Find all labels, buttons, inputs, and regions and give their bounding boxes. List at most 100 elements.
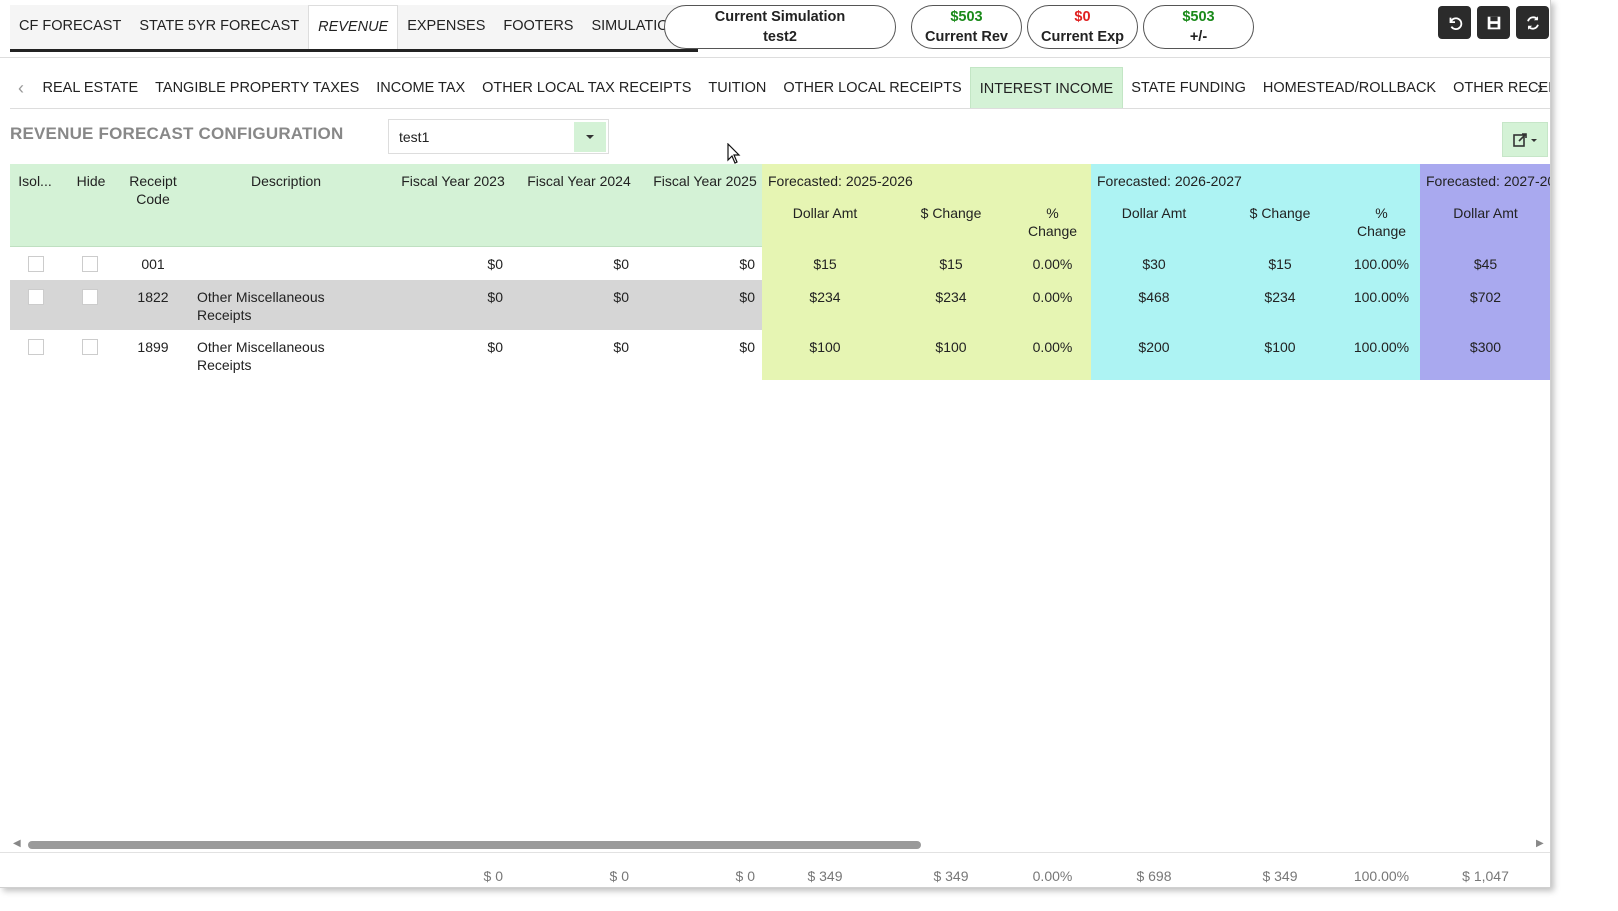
tab-state-5yr-forecast[interactable]: STATE 5YR FORECAST — [139, 18, 300, 34]
header-divider — [0, 57, 1550, 58]
main-tab-bar: CF FORECAST STATE 5YR FORECAST REVENUE EXPE… — [10, 5, 698, 52]
forecast-value: $468 — [1138, 289, 1170, 305]
total-fy2024: $ 0 — [609, 868, 629, 884]
forecast-cells: $234 $234 0.00% — [762, 280, 1091, 330]
total-forecast-value: $ 349 — [933, 868, 969, 884]
category-tab-tangible-property-taxes[interactable]: TANGIBLE PROPERTY TAXES — [155, 80, 360, 96]
current-simulation-pill[interactable]: Current Simulation test2 — [664, 5, 896, 49]
category-tab-tuition[interactable]: TUITION — [708, 80, 767, 96]
forecast-cells: $45 — [1420, 247, 1550, 280]
hide-checkbox[interactable] — [82, 339, 98, 355]
forecast-column-header[interactable]: % Change — [1027, 205, 1078, 239]
forecast-group-title: Forecasted: 2026-2027 — [1097, 173, 1242, 189]
forecast-value: 0.00% — [1032, 339, 1073, 355]
forecast-cells: $468 $234 100.00% — [1091, 280, 1420, 330]
undo-button[interactable] — [1438, 6, 1471, 39]
tab-footers[interactable]: FOOTERS — [503, 18, 574, 34]
forecast-column-header[interactable]: $ Change — [1249, 205, 1311, 221]
tab-expenses[interactable]: EXPENSES — [407, 18, 486, 34]
forecast-column-header[interactable]: Dollar Amt — [1121, 205, 1187, 221]
forecast-value: $15 — [1268, 256, 1292, 272]
save-icon — [1487, 16, 1500, 29]
category-tab-other-receipts-state[interactable]: OTHER RECEIPTS-STATE — [1453, 80, 1551, 96]
current-simulation-label: Current Simulation — [714, 9, 846, 25]
forecast-value: $234 — [935, 289, 967, 305]
hide-checkbox[interactable] — [82, 256, 98, 272]
isolate-column-header[interactable]: Isol... — [18, 173, 52, 189]
isolate-checkbox[interactable] — [28, 339, 44, 355]
forecast-cells: $200 $100 100.00% — [1091, 330, 1420, 380]
forecast-column-header[interactable]: Dollar Amt — [792, 205, 858, 221]
scroll-right-arrow-icon[interactable]: ▶ — [1536, 838, 1544, 849]
current-expense-label: Current Exp — [1041, 29, 1124, 45]
refresh-button[interactable] — [1516, 6, 1549, 39]
grid-header: Isol... Hide Receipt Code Description Fi… — [10, 164, 1551, 247]
scroll-left-icon[interactable]: ‹ — [18, 78, 24, 98]
category-tab-interest-income[interactable]: INTEREST INCOME — [970, 67, 1123, 108]
isolate-checkbox[interactable] — [28, 289, 44, 305]
hide-checkbox[interactable] — [82, 289, 98, 305]
description: Other Miscellaneous Receipts — [197, 289, 325, 323]
forecast-value: $702 — [1469, 289, 1502, 305]
table-row[interactable]: 1822 Other Miscellaneous Receipts $0 $0 $0 $2… — [10, 280, 1550, 330]
fy2025-value: $0 — [739, 289, 755, 305]
receipt-code-column-header[interactable]: Receipt Code — [129, 173, 177, 207]
forecast-cells: $702 — [1420, 280, 1550, 330]
configuration-select[interactable]: test1 — [388, 119, 609, 154]
horizontal-scrollbar[interactable]: ◀ ▶ — [10, 838, 1550, 852]
forecast-value: $300 — [1469, 339, 1502, 355]
category-tab-state-funding[interactable]: STATE FUNDING — [1131, 80, 1246, 96]
mouse-cursor-icon — [727, 143, 741, 164]
tab-revenue[interactable]: REVENUE — [308, 5, 399, 49]
chevron-down-icon — [586, 135, 594, 139]
forecast-group-title: Forecasted: 2027-20 — [1426, 173, 1551, 189]
fy2025-value: $0 — [739, 339, 755, 355]
fy2023-value: $0 — [487, 289, 503, 305]
forecast-cells: $15 $15 0.00% — [762, 247, 1091, 280]
current-expense-value: $0 — [1074, 9, 1091, 25]
fy2023-column-header[interactable]: Fiscal Year 2023 — [401, 173, 505, 189]
fy2023-value: $0 — [487, 339, 503, 355]
category-tab-homestead-rollback[interactable]: HOMESTEAD/ROLLBACK — [1262, 80, 1437, 96]
category-tab-income-tax[interactable]: INCOME TAX — [376, 80, 466, 96]
forecast-column-header[interactable]: Dollar Amt — [1453, 205, 1518, 221]
scrollbar-thumb[interactable] — [28, 841, 921, 849]
current-revenue-value: $503 — [950, 9, 983, 25]
fy2025-column-header[interactable]: Fiscal Year 2025 — [653, 173, 757, 189]
dropdown-button[interactable] — [574, 122, 606, 152]
scroll-right-icon[interactable]: › — [1537, 78, 1543, 98]
forecast-value: $100 — [1264, 339, 1296, 355]
forecast-column-header[interactable]: % Change — [1356, 205, 1407, 239]
tab-cf-forecast[interactable]: CF FORECAST — [19, 18, 122, 34]
forecast-value: 100.00% — [1353, 256, 1410, 272]
forecast-cells: $100 $100 0.00% — [762, 330, 1091, 380]
save-button[interactable] — [1477, 6, 1510, 39]
category-tab-other-local-tax-receipts[interactable]: OTHER LOCAL TAX RECEIPTS — [482, 80, 692, 96]
receipt-code: 1822 — [137, 289, 169, 305]
fy2024-column-header[interactable]: Fiscal Year 2024 — [527, 173, 631, 189]
table-row[interactable]: 001 $0 $0 $0 $15 $15 0.00% $30 $15 100.00% $45 — [10, 247, 1550, 280]
scroll-left-arrow-icon[interactable]: ◀ — [13, 838, 21, 849]
table-row[interactable]: 1899 Other Miscellaneous Receipts $0 $0 $0 $1… — [10, 330, 1550, 380]
forecast-value: 100.00% — [1353, 339, 1410, 355]
description-column-header[interactable]: Description — [250, 173, 322, 189]
forecast-value: $15 — [939, 256, 963, 272]
total-forecast-value: 100.00% — [1353, 868, 1410, 884]
isolate-checkbox[interactable] — [28, 256, 44, 272]
forecast-group-header: Forecasted: 2026-2027 Dollar Amt $ Change%… — [1091, 164, 1420, 247]
export-button[interactable] — [1502, 122, 1548, 157]
forecast-value: $200 — [1138, 339, 1170, 355]
fy2024-value: $0 — [613, 256, 629, 272]
net-difference-value: $503 — [1182, 9, 1215, 25]
page-title: REVENUE FORECAST CONFIGURATION — [10, 124, 344, 143]
category-tab-real-estate[interactable]: REAL ESTATE — [42, 80, 139, 96]
category-tab-bar: ‹ REAL ESTATE TANGIBLE PROPERTY TAXES INCO… — [10, 67, 1551, 109]
row-static-cells: 1822 Other Miscellaneous Receipts $0 $0 $0 — [10, 280, 762, 330]
hide-column-header[interactable]: Hide — [76, 173, 106, 189]
forecast-column-header[interactable]: $ Change — [920, 205, 982, 221]
category-tab-list: REAL ESTATE TANGIBLE PROPERTY TAXES INCOME… — [34, 67, 1551, 108]
forecast-group-title: Forecasted: 2025-2026 — [768, 173, 913, 189]
fy2023-value: $0 — [487, 256, 503, 272]
total-forecast-value: $ 1,047 — [1462, 868, 1509, 884]
category-tab-other-local-receipts[interactable]: OTHER LOCAL RECEIPTS — [783, 80, 962, 96]
